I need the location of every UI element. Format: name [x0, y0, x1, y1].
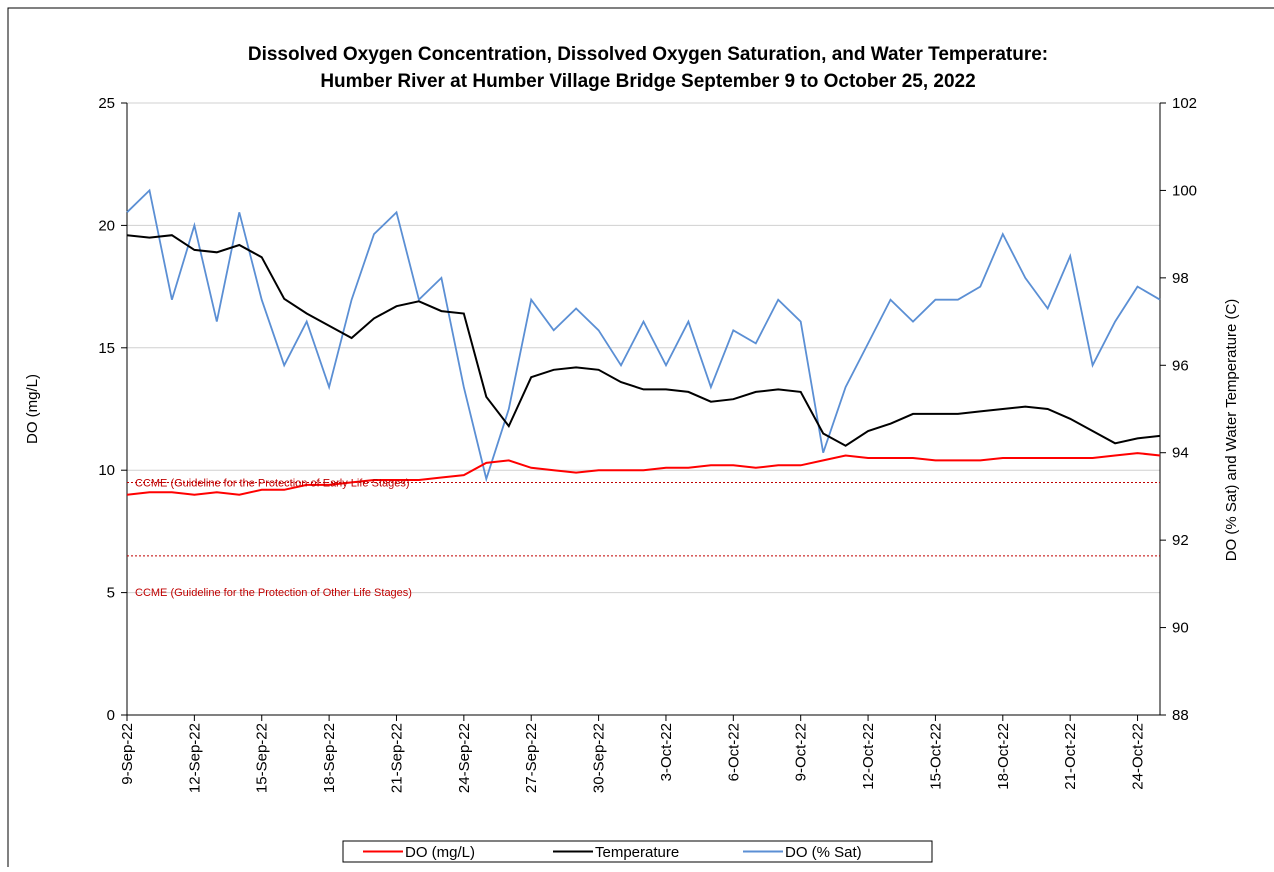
y-tick-label: 0: [107, 707, 115, 724]
x-tick-label: 12-Oct-22: [860, 723, 877, 790]
chart-title: Humber River at Humber Village Bridge Se…: [320, 71, 975, 92]
data-line: [126, 452, 1161, 496]
x-tick-label: 27-Sep-22: [523, 723, 540, 793]
reference-label: CCME (Guideline for the Protection of Ea…: [135, 477, 410, 489]
legend-label: DO (% Sat): [785, 844, 862, 861]
y2-tick-label: 90: [1172, 620, 1189, 637]
y-tick-label: 25: [98, 95, 115, 112]
x-tick-label: 15-Sep-22: [254, 723, 271, 793]
x-tick-label: 30-Sep-22: [591, 723, 608, 793]
data-line: [126, 234, 1161, 447]
y2-tick-label: 96: [1172, 357, 1189, 374]
frame: [7, 7, 1274, 872]
y2-tick-label: 102: [1172, 95, 1197, 112]
x-tick-label: 9-Oct-22: [793, 723, 810, 781]
x-tick-label: 21-Oct-22: [1062, 723, 1079, 790]
y2-tick-label: 100: [1172, 182, 1197, 199]
y-tick-label: 20: [98, 217, 115, 234]
y-tick-label: 15: [98, 340, 115, 357]
y2-tick-label: 98: [1172, 270, 1189, 287]
x-tick-label: 3-Oct-22: [658, 723, 675, 781]
x-tick-label: 15-Oct-22: [927, 723, 944, 790]
reference-label: CCME (Guideline for the Protection of Ot…: [135, 587, 412, 599]
x-tick-label: 12-Sep-22: [186, 723, 203, 793]
y-axis-label: DO (mg/L): [24, 374, 41, 444]
x-tick-label: 6-Oct-22: [725, 723, 742, 781]
legend-label: Temperature: [595, 844, 679, 861]
data-line: [126, 188, 1161, 483]
legend-box: [342, 840, 933, 863]
y2-tick-label: 92: [1172, 532, 1189, 549]
y2-tick-label: 94: [1172, 445, 1189, 462]
x-tick-label: 24-Sep-22: [456, 723, 473, 793]
x-tick-label: 9-Sep-22: [119, 723, 136, 785]
x-tick-label: 18-Sep-22: [321, 723, 338, 793]
x-tick-label: 24-Oct-22: [1130, 723, 1147, 790]
y-tick-label: 5: [107, 585, 115, 602]
y2-axis-label: DO (% Sat) and Water Temperature (C): [1223, 299, 1240, 562]
chart-title: Dissolved Oxygen Concentration, Dissolve…: [248, 44, 1048, 65]
y-tick-label: 10: [98, 462, 115, 479]
y2-tick-label: 88: [1172, 707, 1189, 724]
x-tick-label: 21-Sep-22: [388, 723, 405, 793]
x-tick-label: 18-Oct-22: [995, 723, 1012, 790]
legend-label: DO (mg/L): [405, 844, 475, 861]
